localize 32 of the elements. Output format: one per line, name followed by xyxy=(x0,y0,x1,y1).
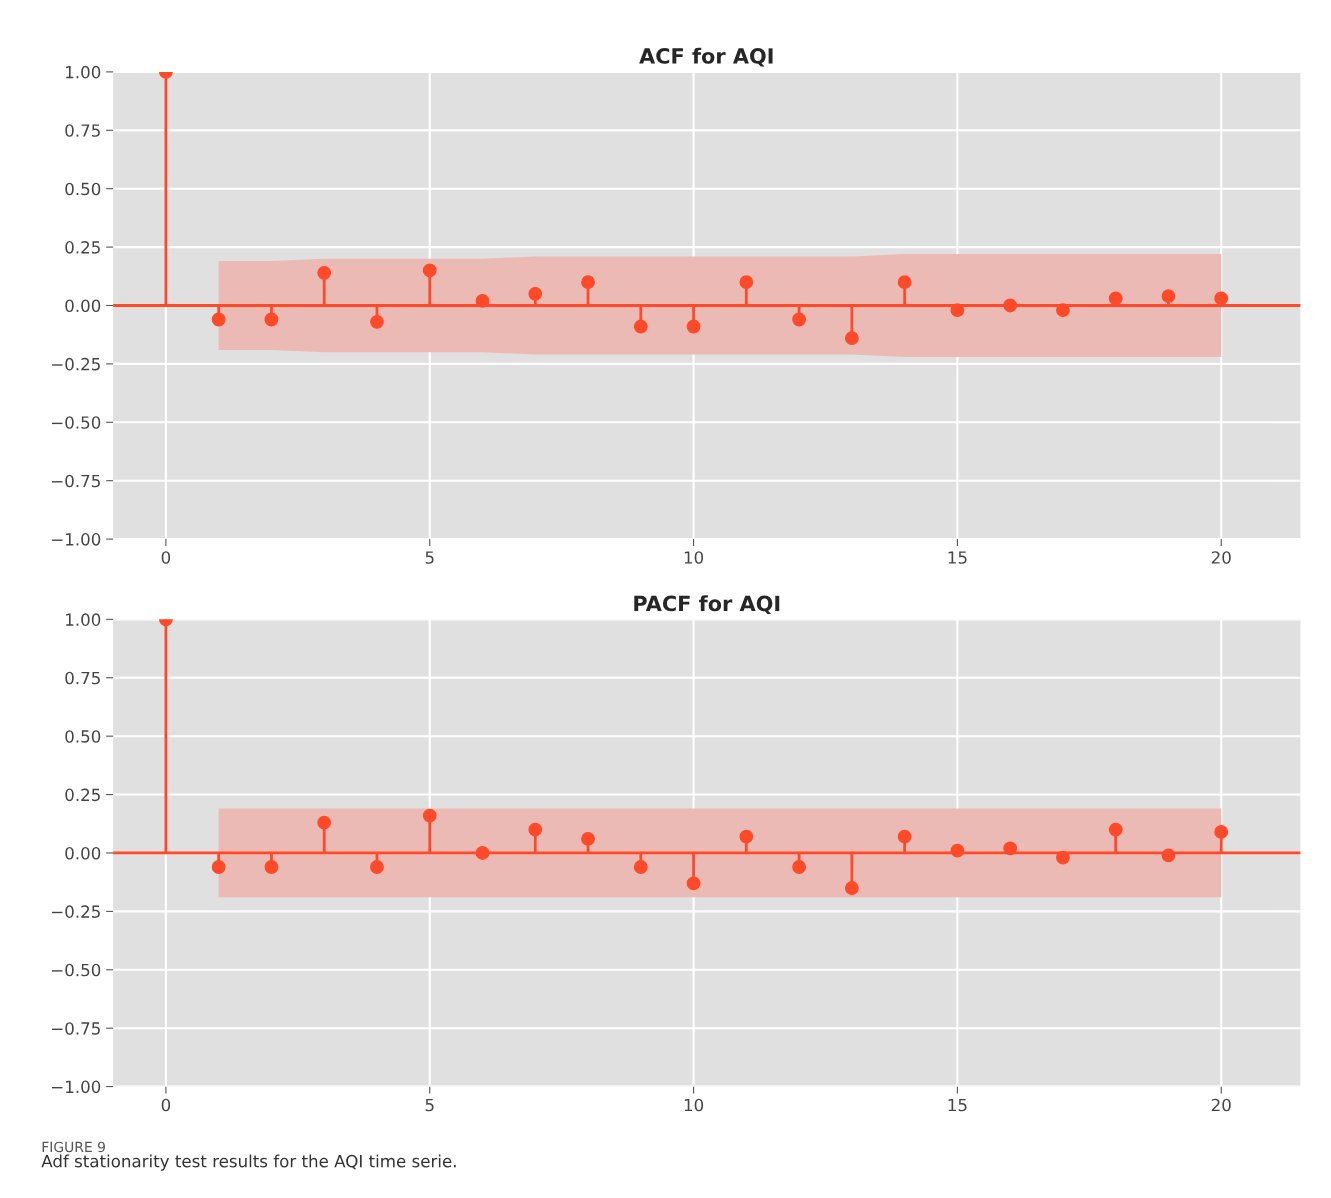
y-tick-label: 0.75 xyxy=(65,124,100,137)
caption: FIGURE 9 xyxy=(42,1141,105,1153)
x-tick-label: 20 xyxy=(1211,551,1231,564)
x-tick-label: 0 xyxy=(161,551,171,564)
y-tick-label: 0.50 xyxy=(65,182,101,196)
x-tick-label: 10 xyxy=(684,1098,704,1112)
x-tick-label: 15 xyxy=(948,1098,967,1112)
x-tick-label: 10 xyxy=(684,551,704,564)
y-tick-label: −0.75 xyxy=(52,1022,100,1035)
y-tick-label: −0.25 xyxy=(52,905,100,918)
y-tick-label: 0.75 xyxy=(65,671,100,685)
y-tick-label: −1.00 xyxy=(52,1080,101,1094)
y-tick-label: −1.00 xyxy=(52,533,101,546)
x-tick-label: 5 xyxy=(425,551,434,564)
y-tick-label: −0.75 xyxy=(52,474,100,488)
x-tick-label: 15 xyxy=(948,551,967,564)
y-tick-label: 1.00 xyxy=(66,613,101,626)
y-tick-label: 0.25 xyxy=(65,788,100,802)
y-tick-label: −0.25 xyxy=(52,357,100,371)
x-tick-label: 5 xyxy=(425,1098,434,1112)
x-tick-label: 0 xyxy=(161,1098,171,1112)
y-tick-label: 0.00 xyxy=(65,299,101,313)
y-tick-label: −0.50 xyxy=(52,416,101,429)
text: Adf stationarity test results for the AQI time serie. xyxy=(41,1154,456,1171)
y-tick-label: 0.00 xyxy=(65,846,101,860)
y-tick-label: 0.25 xyxy=(65,241,100,254)
chart-title: PACF for AQI xyxy=(634,595,780,615)
y-tick-label: 0.50 xyxy=(65,730,101,743)
x-tick-label: 20 xyxy=(1211,1098,1231,1112)
y-tick-label: −0.50 xyxy=(52,963,101,977)
chart-title: ACF for AQI xyxy=(639,47,773,67)
y-tick-label: 1.00 xyxy=(66,65,101,79)
